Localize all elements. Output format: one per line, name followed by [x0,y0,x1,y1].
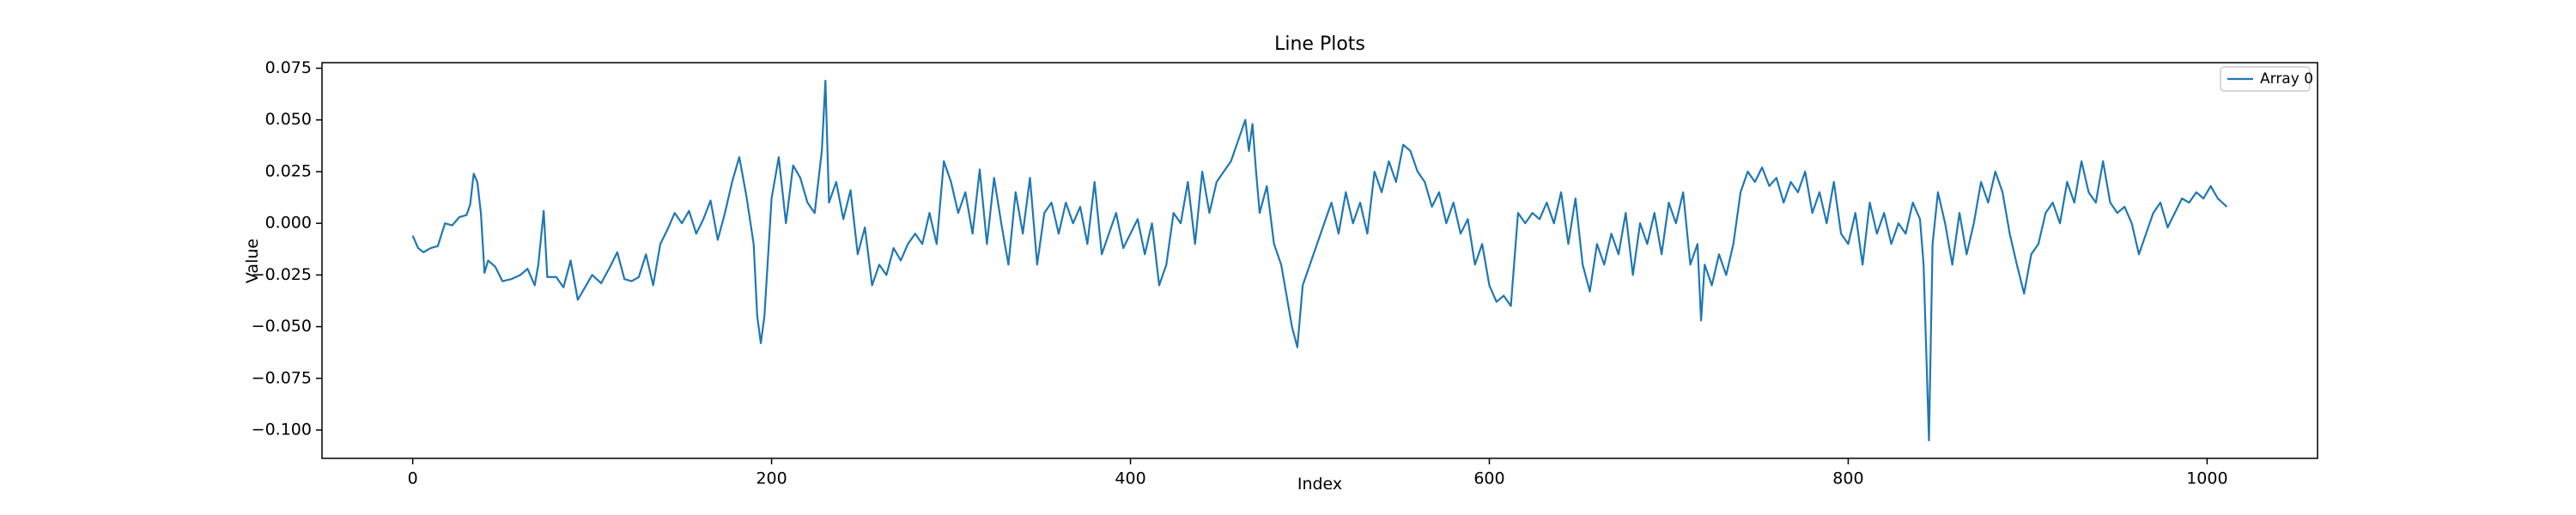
y-tick-label: 0.000 [265,214,312,233]
legend-box [2220,66,2311,92]
x-tick-label: 400 [1115,470,1145,488]
x-tick-label: 1000 [2186,470,2227,488]
y-axis-label: Value [243,239,262,283]
y-tick-label: 0.050 [265,110,312,129]
y-tick-label: −0.025 [252,265,312,284]
y-tick-label: 0.025 [265,161,312,180]
x-axis-label: Index [1297,475,1342,494]
y-tick-label: −0.075 [252,368,312,387]
chart-title: Line Plots [1274,33,1365,55]
x-tick-label: 600 [1473,470,1504,488]
y-tick-label: −0.100 [252,421,312,439]
y-tick-label: 0.075 [265,58,312,77]
legend-label: Array 0 [2260,70,2313,88]
x-tick-label: 800 [1832,470,1863,488]
plot-frame [321,62,2318,459]
y-tick-label: −0.050 [252,317,312,336]
data-line [411,79,2228,442]
x-tick-label: 0 [408,470,418,488]
x-tick-label: 200 [756,470,787,488]
